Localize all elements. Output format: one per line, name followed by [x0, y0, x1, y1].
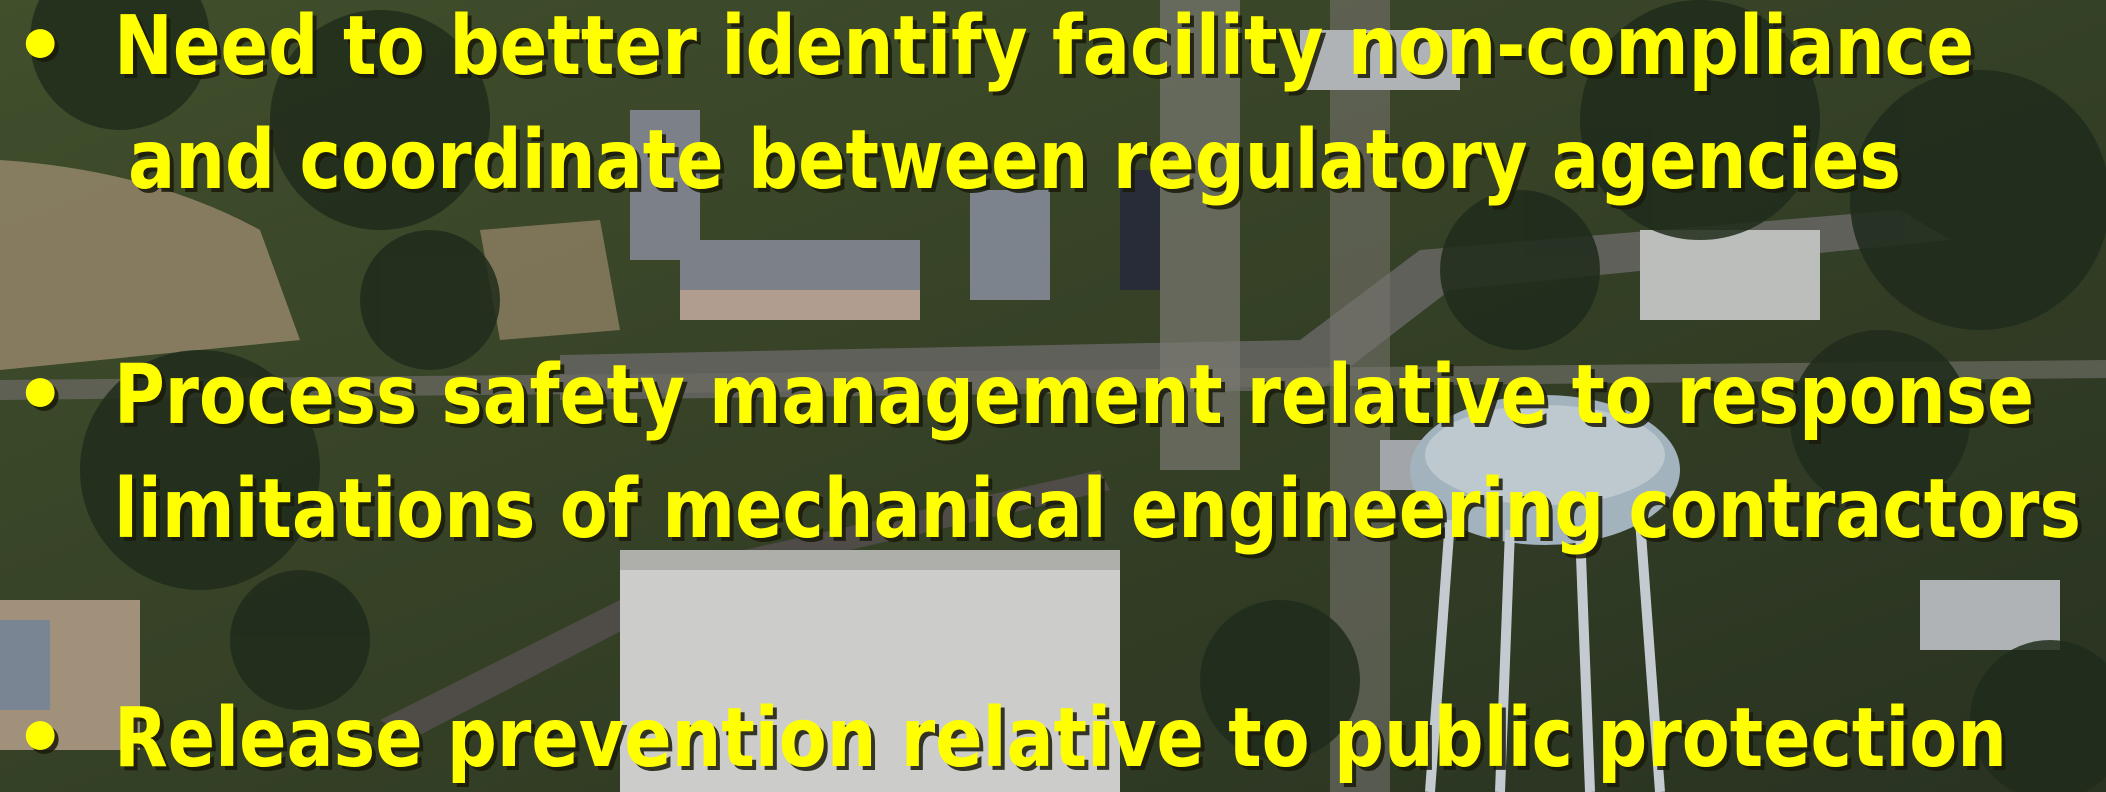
slide: • • Need to better identify facility non-c… [0, 0, 2106, 792]
bullet-line: Release prevention relative to public pr… [114, 691, 2007, 786]
bullet-line: limitations of mechanical engineering co… [114, 462, 2081, 557]
page: {"slide": {"bullets": [ {"marker": "•", … [0, 0, 2106, 792]
bullet-line: Need to better identify facility non-com… [114, 0, 1974, 94]
bullet-marker: • [14, 691, 66, 786]
bullet-line: and coordinate between regulatory agenci… [128, 113, 1901, 208]
bullet-marker: • [14, 348, 66, 443]
bullet-marker: • [14, 0, 66, 94]
bullet-line: Process safety management relative to re… [114, 348, 2034, 443]
